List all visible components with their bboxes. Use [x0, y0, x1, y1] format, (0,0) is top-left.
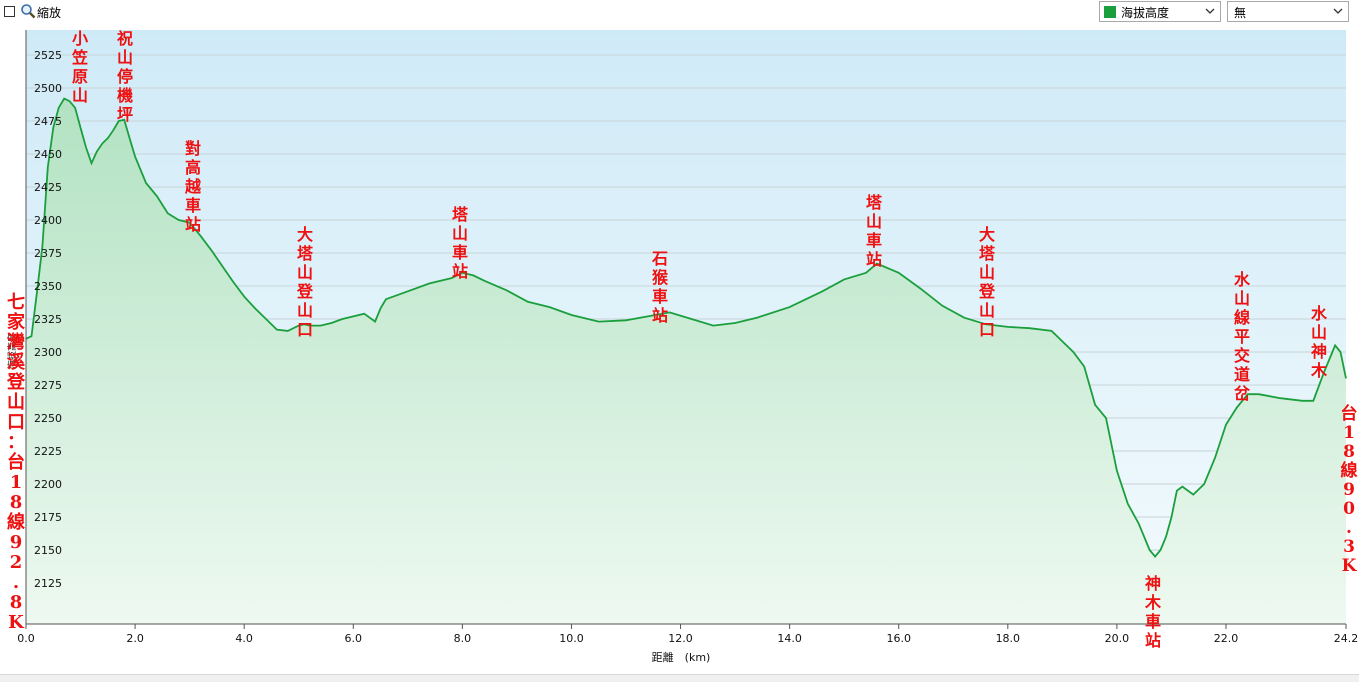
y-tick-label: 2450 — [34, 148, 62, 161]
x-tick-label: 2.0 — [126, 632, 144, 645]
waypoint-label-text: 神木車站 — [1144, 574, 1162, 650]
waypoint-label: 塔山車站 — [866, 193, 883, 269]
x-tick-label: 4.0 — [235, 632, 253, 645]
waypoint-label-text: 小笠原山 — [71, 29, 88, 105]
waypoint-label-text: 石猴車站 — [651, 249, 669, 325]
y-tick-label: 2300 — [34, 346, 62, 359]
waypoint-label: 神木車站 — [1144, 574, 1162, 650]
y-tick-label: 2325 — [34, 313, 62, 326]
y-tick-label: 2500 — [34, 82, 62, 95]
y-tick-label: 2350 — [34, 280, 62, 293]
waypoint-label: 祝山停機坪 — [117, 29, 133, 124]
secondary-select-value: 無 — [1234, 6, 1247, 20]
waypoint-label: 塔山車站 — [452, 205, 469, 281]
x-tick-label: 16.0 — [886, 632, 911, 645]
y-tick-label: 2275 — [34, 379, 62, 392]
elevation-area — [26, 98, 1346, 625]
waypoint-label: 七家灣溪登山口：台 1 8 線 9 2. 8 K — [6, 292, 26, 633]
x-tick-label: 8.0 — [454, 632, 472, 645]
x-tick-label: 24.2 — [1334, 632, 1359, 645]
zoom-checkbox[interactable] — [4, 6, 15, 17]
x-tick-label: 22.0 — [1214, 632, 1239, 645]
y-tick-label: 2375 — [34, 247, 62, 260]
waypoint-label-text: 大塔山登山口 — [978, 225, 996, 339]
x-tick-label: 12.0 — [668, 632, 693, 645]
waypoint-label: 石猴車站 — [651, 249, 669, 325]
x-tick-label: 14.0 — [777, 632, 802, 645]
y-tick-label: 2125 — [34, 577, 62, 590]
y-tick-label: 2225 — [34, 445, 62, 458]
elevation-profile-chart[interactable]: 2125 2150 2175 2200 2225 2250 2275 2300 2325 2350… — [0, 26, 1359, 674]
elevation-series-select[interactable]: 海拔高度 — [1099, 1, 1221, 22]
y-tick-label: 2425 — [34, 181, 62, 194]
waypoint-label-text: 七家灣溪登山口：台 1 8 線 9 2. 8 K — [6, 292, 26, 633]
waypoint-label-text: 大塔山登山口 — [296, 225, 314, 339]
chevron-down-icon — [1205, 8, 1215, 14]
waypoint-label: 對高越車站 — [184, 139, 202, 234]
waypoint-label: 水山神木 — [1310, 304, 1328, 380]
chart-toolbar: 縮放 海拔高度 無 — [0, 0, 1359, 26]
zoom-label: 縮放 — [37, 6, 62, 20]
x-tick-label: 0.0 — [17, 632, 35, 645]
y-tick-label: 2525 — [34, 49, 62, 62]
chevron-down-icon — [1333, 8, 1343, 14]
secondary-series-select[interactable]: 無 — [1227, 1, 1349, 22]
elevation-select-value: 海拔高度 — [1121, 6, 1170, 20]
waypoint-label: 大塔山登山口 — [296, 225, 314, 339]
waypoint-label-text: 祝山停機坪 — [117, 29, 133, 124]
y-tick-label: 2200 — [34, 478, 62, 491]
magnifier-icon — [21, 4, 36, 19]
x-tick-label: 6.0 — [345, 632, 363, 645]
y-tick-label: 2250 — [34, 412, 62, 425]
waypoint-label-text: 塔山車站 — [866, 193, 883, 269]
elevation-series-line — [25, 97, 1347, 559]
waypoint-label-text: 水山線平交道岔 — [1234, 270, 1251, 403]
waypoint-label-text: 水山神木 — [1310, 304, 1328, 380]
status-bar — [0, 674, 1359, 682]
waypoint-label: 水山線平交道岔 — [1234, 270, 1251, 403]
x-tick-label: 20.0 — [1105, 632, 1130, 645]
waypoint-label: 小笠原山 — [71, 29, 88, 105]
x-axis-title: 距離 (km) — [652, 650, 711, 664]
y-tick-label: 2400 — [34, 214, 62, 227]
x-tick-label: 10.0 — [559, 632, 584, 645]
y-tick-label: 2150 — [34, 544, 62, 557]
y-tick-label: 2175 — [34, 511, 62, 524]
y-tick-label: 2475 — [34, 115, 62, 128]
y-tick-labels: 2125 2150 2175 2200 2225 2250 2275 2300 2325 2350… — [34, 49, 62, 590]
waypoint-label: 大塔山登山口 — [978, 225, 996, 339]
series-color-swatch — [1104, 6, 1116, 18]
waypoint-label-text: 塔山車站 — [452, 205, 469, 281]
x-tick-labels: 0.0 2.0 4.0 6.0 8.0 10.0 12.0 14.0 16.0 18.0 20.0 2… — [17, 624, 1358, 645]
waypoint-label-text: 對高越車站 — [184, 139, 202, 234]
y-axis-title: 海拔高度 — [6, 333, 18, 369]
x-tick-label: 18.0 — [996, 632, 1021, 645]
